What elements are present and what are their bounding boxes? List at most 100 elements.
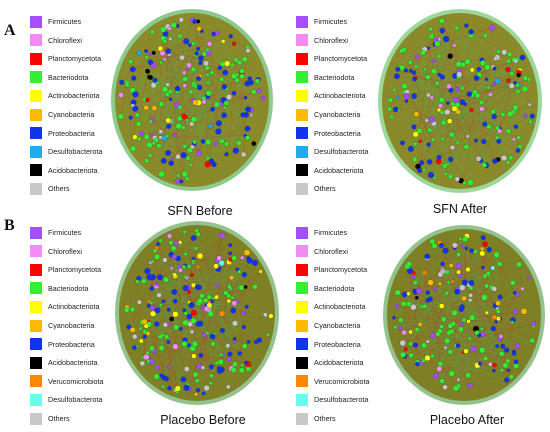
network-node [251,259,259,266]
edge [241,346,245,366]
edge [137,281,196,345]
network-node [232,361,238,367]
network-node [495,309,501,314]
edge [461,309,477,329]
network-node [439,303,445,309]
legend-label: Acidobacteriota [48,358,98,368]
network-node [404,99,409,103]
network-node [460,244,465,249]
edge [417,362,494,371]
network-node [435,81,440,86]
edge [447,332,478,342]
network-node [260,95,266,101]
legend-item-proteobacteria: Proteobacteria [296,338,361,351]
network-node [157,45,164,52]
legend-item-others: Others [30,182,70,195]
network-node [421,342,427,349]
network-node [512,137,516,142]
network-node [507,110,514,117]
network-node [490,265,496,271]
network-node [210,341,216,347]
network-node [197,298,204,304]
network-node [150,29,155,35]
network-node [506,368,511,373]
legend-label: Proteobacteria [314,128,361,138]
network-node [394,304,400,309]
network-node [431,137,435,142]
network-node [448,156,454,163]
legend-label: Desulfobacterota [314,395,369,405]
network-node [245,106,251,113]
legend-label: Proteobacteria [48,128,95,138]
network-node [461,317,467,323]
network-node [411,271,416,275]
network-node [181,125,186,130]
network-node [497,294,503,300]
edge [144,43,194,100]
legend-swatch-actinobacteriota [30,89,42,102]
network-node [515,83,520,88]
network-node [150,310,156,317]
edge [142,304,192,364]
network-node [245,48,251,53]
network-node [414,295,419,300]
network-node [479,250,486,257]
legend-swatch-verucomicrobiota [30,375,42,388]
edge [174,274,193,293]
edge [413,56,440,73]
legend-label: Others [314,184,336,194]
network-node [468,293,473,298]
edge [397,292,405,333]
network-node [170,157,174,161]
network-node [429,238,436,245]
network-node [491,113,497,120]
edge [153,71,243,144]
network-node [213,101,220,108]
network-node [192,371,199,378]
legend-label: Planctomycetota [314,265,368,275]
edge [441,69,479,101]
edge [408,263,442,307]
network-node [512,291,517,295]
network-node [463,348,469,354]
network-node [236,140,242,146]
edge [121,61,131,83]
network-node [438,242,444,248]
network-node [196,252,204,260]
network-node [196,26,202,32]
edge [195,86,200,153]
edge [434,288,441,364]
network-node [170,245,177,252]
edge [148,297,233,362]
network-node [162,257,168,263]
network-node [216,255,222,261]
legend-item-firmicutes: Firmicutes [296,15,347,28]
legend-swatch-actinobacteriota [296,300,308,313]
network-node [490,326,496,332]
network-node [520,308,528,315]
network-node [479,100,484,105]
edge [415,143,509,163]
network-node [506,128,512,134]
legend-label: Verucomicrobiota [314,376,370,386]
edge [153,65,186,80]
network-node [470,346,477,352]
legend-label: Acidobacteriota [48,165,98,175]
network-node [199,293,205,299]
network-node [426,92,431,98]
network-node [430,332,436,339]
network-sfn-before [111,9,273,191]
edge [415,272,425,346]
edge [235,47,248,151]
network-node [482,121,488,127]
legend-swatch-others [296,412,308,425]
edge [211,269,238,367]
network-node [439,18,445,24]
legend-swatch-actinobacteriota [296,89,308,102]
edge [251,80,258,110]
legend-item-bacteriodota: Bacteriodota [296,71,354,84]
network-node [418,322,423,327]
network-node [398,317,404,323]
edge [421,257,428,307]
network-node [502,362,509,369]
